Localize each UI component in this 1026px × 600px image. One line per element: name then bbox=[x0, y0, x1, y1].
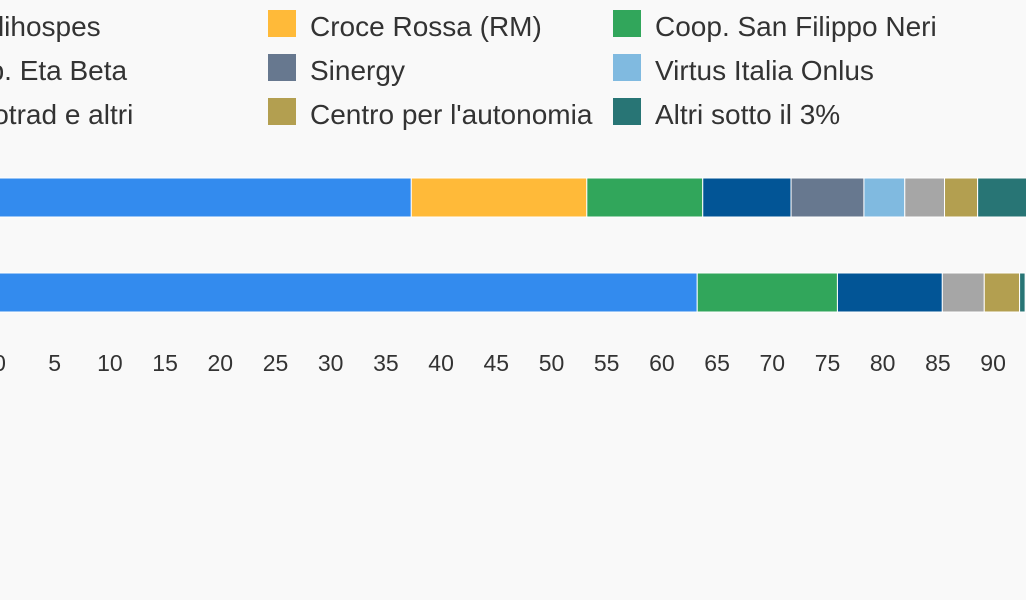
legend-swatch bbox=[613, 54, 641, 81]
bar-segment bbox=[702, 177, 792, 218]
legend-label: Croce Rossa (RM) bbox=[310, 11, 542, 42]
x-tick-label: 55 bbox=[594, 350, 620, 376]
x-tick-label: 90 bbox=[980, 350, 1006, 376]
x-tick-label: 35 bbox=[373, 350, 399, 376]
bar-segment bbox=[790, 177, 865, 218]
bar-segment bbox=[941, 272, 985, 313]
x-tick-label: 10 bbox=[97, 350, 123, 376]
bar-segment bbox=[0, 272, 698, 313]
legend-label: Virtus Italia Onlus bbox=[655, 55, 874, 86]
x-tick-label: 15 bbox=[152, 350, 178, 376]
bar-segment bbox=[586, 177, 704, 218]
legend-label: Coop. San Filippo Neri bbox=[655, 11, 937, 42]
legend-label: edihospes bbox=[0, 11, 101, 42]
x-axis: 0 5 10 15 20 25 30 35 40 45 50 55 60 65 70 75 80 85 90 bbox=[0, 350, 1006, 376]
bar-area bbox=[0, 177, 1026, 313]
x-tick-label: 80 bbox=[870, 350, 896, 376]
x-tick-label: 75 bbox=[815, 350, 841, 376]
legend-label: op. Eta Beta bbox=[0, 55, 128, 86]
bar-segment bbox=[836, 272, 943, 313]
legend-swatch bbox=[613, 10, 641, 37]
legend-label: Centro per l'autonomia bbox=[310, 99, 593, 130]
x-tick-label: 20 bbox=[208, 350, 234, 376]
legend-swatch bbox=[268, 98, 296, 125]
bar-segment bbox=[944, 177, 979, 218]
legend-label: Altri sotto il 3% bbox=[655, 99, 840, 130]
x-tick-label: 50 bbox=[539, 350, 565, 376]
x-tick-label: 70 bbox=[760, 350, 786, 376]
x-tick-label: 30 bbox=[318, 350, 344, 376]
x-tick-label: 0 bbox=[0, 350, 6, 376]
bar-segment bbox=[696, 272, 838, 313]
legend-swatch bbox=[268, 54, 296, 81]
bar-segment bbox=[983, 272, 1021, 313]
bar-segment bbox=[863, 177, 906, 218]
x-tick-label: 65 bbox=[704, 350, 730, 376]
bar-segment bbox=[410, 177, 588, 218]
legend-swatch bbox=[613, 98, 641, 125]
bar-segment bbox=[1019, 272, 1026, 313]
bar-segment bbox=[977, 177, 1026, 218]
legend-swatch bbox=[268, 10, 296, 37]
x-tick-label: 45 bbox=[484, 350, 510, 376]
chart-legend: edihospes Croce Rossa (RM) Coop. San Filip… bbox=[0, 10, 937, 130]
bar-segment bbox=[904, 177, 946, 218]
legend-label: Sinergy bbox=[310, 55, 405, 86]
x-tick-label: 5 bbox=[48, 350, 61, 376]
x-tick-label: 85 bbox=[925, 350, 951, 376]
legend-label: Cotrad e altri bbox=[0, 99, 133, 130]
bar-segment bbox=[0, 177, 412, 218]
x-tick-label: 60 bbox=[649, 350, 675, 376]
x-tick-label: 40 bbox=[428, 350, 454, 376]
x-tick-label: 25 bbox=[263, 350, 289, 376]
